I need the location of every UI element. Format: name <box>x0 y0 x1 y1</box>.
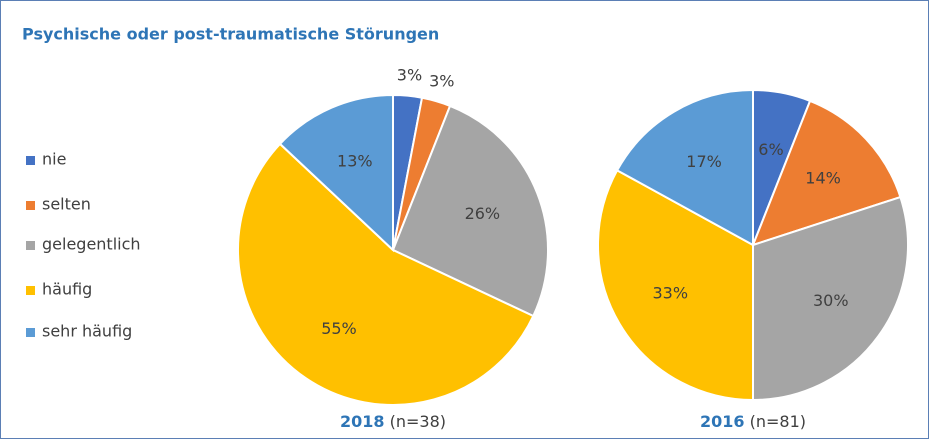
pie-slice <box>391 104 549 318</box>
data-label: 3% <box>397 65 422 84</box>
data-label: 6% <box>758 140 783 159</box>
pie-caption: 2018 (n=38) <box>340 412 446 431</box>
data-label: 13% <box>337 151 373 170</box>
legend-swatch <box>26 241 35 250</box>
data-label: 55% <box>321 319 357 338</box>
legend-swatch <box>26 156 35 165</box>
data-label: 33% <box>653 283 689 302</box>
pie-slice <box>752 195 909 402</box>
pie-slice <box>615 88 754 247</box>
pie-caption: 2016 (n=81) <box>700 412 806 431</box>
data-label: 3% <box>429 71 454 90</box>
pie-slice <box>278 93 394 253</box>
legend-label: häufig <box>42 280 92 299</box>
data-label: 17% <box>686 152 722 171</box>
caption-year: 2016 <box>700 412 745 431</box>
legend-label: sehr häufig <box>42 322 132 341</box>
legend-swatch <box>26 328 35 337</box>
legend-label: gelegentlich <box>42 235 141 254</box>
caption-sample: (n=38) <box>390 412 446 431</box>
legend-label: nie <box>42 150 66 169</box>
chart-title: Psychische oder post-traumatische Störun… <box>22 25 439 44</box>
data-label: 30% <box>813 291 849 310</box>
caption-sample: (n=81) <box>750 412 806 431</box>
pie-slice <box>237 142 535 406</box>
legend-label: selten <box>42 195 91 214</box>
data-label: 14% <box>805 169 841 188</box>
pie-slice <box>597 168 754 402</box>
legend-swatch <box>26 201 35 210</box>
legend-swatch <box>26 286 35 295</box>
caption-year: 2018 <box>340 412 385 431</box>
data-label: 26% <box>465 204 501 223</box>
